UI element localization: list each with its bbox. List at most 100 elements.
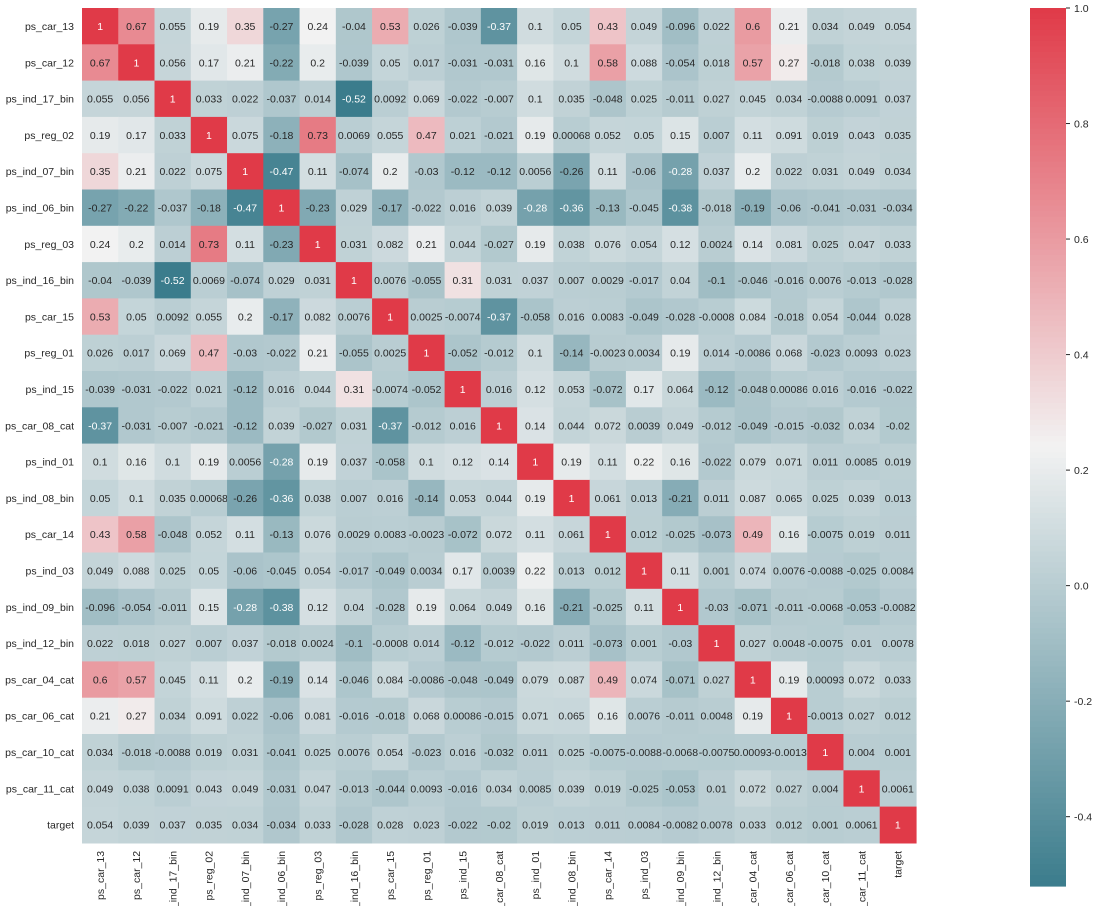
colorbar-segment <box>1030 46 1066 53</box>
colorbar-segment <box>1030 150 1066 157</box>
colorbar-segment <box>1030 232 1066 240</box>
heatmap-cell-7-15 <box>625 262 663 299</box>
cell-value-label: 0.011 <box>813 457 839 469</box>
heatmap-cell-8-0 <box>82 298 119 336</box>
heatmap-cell-1-2 <box>154 44 192 82</box>
cell-value-label: -0.022 <box>158 384 188 396</box>
cell-value-label: 0.038 <box>305 493 331 505</box>
heatmap-cell-7-17 <box>698 262 736 299</box>
heatmap-cell-1-0 <box>82 44 119 82</box>
heatmap-cell-16-21 <box>843 588 881 626</box>
heatmap-cell-14-22 <box>879 516 917 554</box>
colorbar-segment <box>1030 84 1066 91</box>
heatmap-cell-3-15 <box>625 116 663 154</box>
heatmap-cell-1-16 <box>662 44 700 82</box>
cell-value-label: 0.47 <box>199 348 220 360</box>
heatmap-cell-13-2 <box>154 479 192 517</box>
heatmap-cell-5-5 <box>263 189 301 227</box>
heatmap-cell-2-13 <box>553 80 591 118</box>
heatmap-cell-5-4 <box>227 189 264 227</box>
cell-value-label: 1 <box>859 783 865 795</box>
colorbar-segment <box>1030 134 1066 141</box>
cell-value-label: 0.039 <box>848 493 874 505</box>
cell-value-label: 0.19 <box>525 239 546 251</box>
heatmap-cell-1-19 <box>770 44 808 82</box>
cell-value-label: 0.011 <box>559 638 585 650</box>
heatmap-cell-8-19 <box>770 298 808 336</box>
heatmap-cell-19-13 <box>553 697 591 735</box>
colorbar-segment <box>1030 864 1066 871</box>
cell-value-label: -0.007 <box>484 94 514 106</box>
heatmap-cell-12-1 <box>118 443 156 481</box>
heatmap-cell-11-14 <box>589 407 627 445</box>
cell-value-label: 0.081 <box>305 711 331 723</box>
cell-value-label: 0.064 <box>667 384 693 396</box>
heatmap-cell-22-7 <box>335 806 373 844</box>
heatmap-cell-15-7 <box>335 552 373 590</box>
cell-value-label: 0.034 <box>776 94 802 106</box>
cell-value-label: 0.034 <box>848 420 874 432</box>
cell-value-label: 0.14 <box>307 674 328 686</box>
heatmap-cell-5-3 <box>190 189 228 227</box>
heatmap-cell-18-6 <box>299 661 337 699</box>
cell-value-label: 0.025 <box>558 747 584 759</box>
heatmap-cell-18-21 <box>843 661 881 699</box>
heatmap-cell-1-13 <box>553 44 591 82</box>
cell-value-label: 0.039 <box>486 202 512 214</box>
cell-value-label: 0.072 <box>848 674 874 686</box>
colorbar-segment <box>1030 842 1066 849</box>
heatmap-cell-11-0 <box>82 407 119 445</box>
heatmap-cell-21-22 <box>879 770 917 808</box>
cell-value-label: 0.034 <box>232 820 258 832</box>
heatmap-cell-12-5 <box>263 443 301 481</box>
heatmap-cell-7-13 <box>553 262 591 299</box>
heatmap-cell-22-16 <box>662 806 700 844</box>
heatmap-cell-8-9 <box>408 298 446 336</box>
heatmap-cell-2-9 <box>408 80 446 118</box>
x-tick-label: ps_car_10_cat <box>820 851 832 906</box>
heatmap-cell-16-13 <box>553 588 591 626</box>
cell-value-label: 0.075 <box>232 130 258 142</box>
cell-value-label: -0.03 <box>668 638 692 650</box>
heatmap-cell-13-7 <box>335 479 373 517</box>
heatmap-cell-8-22 <box>879 298 917 336</box>
colorbar-segment <box>1030 57 1066 64</box>
cell-value-label: 0.0076 <box>809 275 841 287</box>
cell-value-label: -0.016 <box>339 711 369 723</box>
heatmap-cell-7-0 <box>82 262 119 299</box>
heatmap-cell-14-16 <box>662 516 700 554</box>
cell-value-label: 1 <box>170 94 176 106</box>
heatmap-cell-10-4 <box>227 371 264 408</box>
cell-value-label: 0.0076 <box>628 711 660 723</box>
heatmap-cell-15-15 <box>625 552 663 590</box>
cell-value-label: -0.14 <box>560 348 584 360</box>
heatmap-cell-15-4 <box>227 552 264 590</box>
colorbar-segment <box>1030 512 1066 519</box>
heatmap-cell-1-22 <box>879 44 917 82</box>
heatmap-cell-15-11 <box>480 552 518 590</box>
colorbar-segment <box>1030 562 1066 569</box>
heatmap-cell-3-12 <box>517 116 554 154</box>
heatmap-cell-7-4 <box>227 262 264 299</box>
heatmap-cell-19-1 <box>118 697 156 735</box>
cell-value-label: -0.032 <box>810 420 840 432</box>
cell-value-label: 0.044 <box>558 420 584 432</box>
heatmap-cell-1-21 <box>843 44 881 82</box>
heatmap-cell-15-17 <box>698 552 736 590</box>
cell-value-label: -0.19 <box>741 202 765 214</box>
heatmap-cell-7-20 <box>807 262 845 299</box>
heatmap-cell-16-12 <box>517 588 554 626</box>
cell-value-label: 0.1 <box>528 21 543 33</box>
heatmap-cell-10-22 <box>879 371 917 408</box>
heatmap-cell-9-10 <box>444 334 482 372</box>
colorbar-segment <box>1030 183 1066 190</box>
heatmap-cell-8-15 <box>625 298 663 336</box>
heatmap-cell-22-18 <box>734 806 772 844</box>
heatmap-cell-16-16 <box>662 588 700 626</box>
cell-value-label: 0.022 <box>703 21 729 33</box>
heatmap-cell-13-16 <box>662 479 700 517</box>
cell-value-label: 0.1 <box>93 457 108 469</box>
colorbar-segment <box>1030 40 1066 48</box>
colorbar-segment <box>1030 222 1066 229</box>
cell-value-label: 0.031 <box>232 747 258 759</box>
